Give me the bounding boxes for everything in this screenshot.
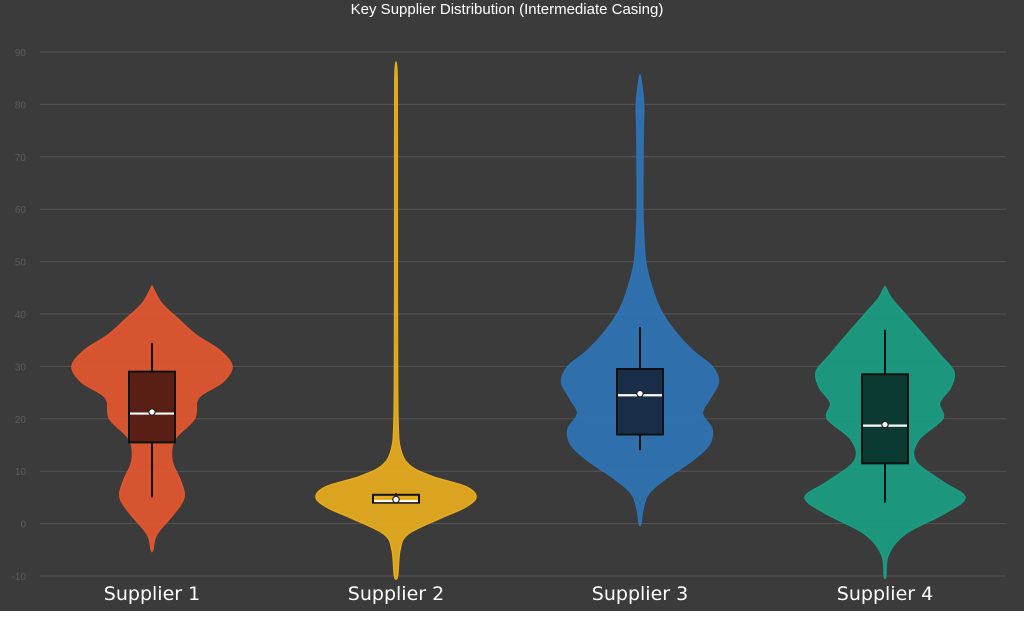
x-tick-label: Supplier 3 xyxy=(592,583,688,605)
y-tick-label: -10 xyxy=(12,572,27,583)
violin-body xyxy=(315,61,477,581)
mean-marker xyxy=(148,408,156,416)
violin-group-4 xyxy=(804,285,966,580)
y-tick-label: 10 xyxy=(15,467,27,478)
y-tick-label: 0 xyxy=(20,520,26,531)
mean-marker xyxy=(881,420,889,429)
y-tick-label: 20 xyxy=(15,415,27,426)
chart-title: Key Supplier Distribution (Intermediate … xyxy=(351,1,664,18)
y-tick-label: 30 xyxy=(15,362,27,373)
violin-group-2 xyxy=(315,61,477,581)
y-tick-label: 70 xyxy=(15,153,27,164)
violin-group-1 xyxy=(71,285,233,553)
x-tick-label: Supplier 4 xyxy=(837,583,933,605)
x-tick-label: Supplier 2 xyxy=(348,583,444,605)
y-tick-label: 50 xyxy=(15,258,27,269)
x-tick-label: Supplier 1 xyxy=(104,583,200,605)
bottom-strip xyxy=(0,611,1024,620)
y-tick-label: 90 xyxy=(15,48,27,59)
mean-marker xyxy=(636,389,644,398)
y-tick-label: 60 xyxy=(15,205,27,216)
iqr-box xyxy=(616,368,664,436)
label-layer: Supplier 1 Supplier 2 Supplier 3 Supplier 4 xyxy=(104,583,933,605)
y-tick-label: 80 xyxy=(15,100,27,111)
violin-layer xyxy=(71,61,966,581)
iqr-box xyxy=(861,373,909,465)
violin-group-3 xyxy=(560,74,720,527)
y-tick-label: 40 xyxy=(15,310,27,321)
iqr-box xyxy=(128,370,176,444)
mean-marker xyxy=(392,495,400,504)
violin-body xyxy=(560,74,720,527)
